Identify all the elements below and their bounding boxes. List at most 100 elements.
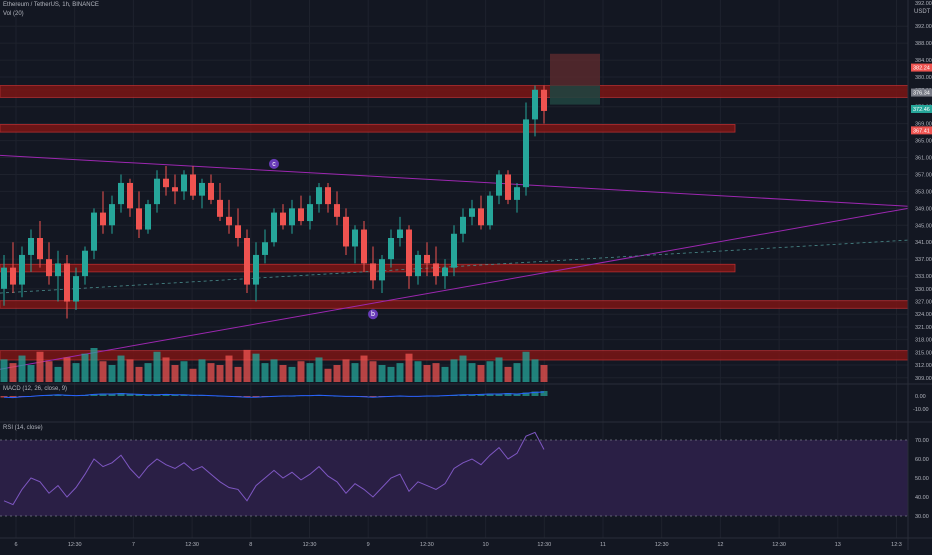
volume-bar	[495, 357, 503, 382]
candle-body	[325, 187, 331, 205]
candle-body	[208, 182, 214, 200]
volume-bar	[414, 361, 422, 382]
candle-body	[127, 182, 133, 209]
macd-histogram-bar	[522, 392, 530, 396]
volume-bar	[522, 351, 530, 382]
volume-bar	[423, 365, 431, 382]
volume-bar	[315, 357, 323, 382]
price-tick-label: 384.00	[915, 58, 932, 64]
price-tick-label: 345.00	[915, 223, 932, 229]
candle-body	[136, 208, 142, 230]
price-tick-label: 315.00	[915, 350, 932, 356]
volume-bar	[279, 365, 287, 382]
zone-4	[0, 350, 909, 361]
price-tick-label: 330.00	[915, 287, 932, 293]
zone-3	[0, 300, 909, 309]
candle-body	[280, 212, 286, 226]
volume-bar	[216, 365, 224, 382]
rsi-tick-label: 60.00	[915, 457, 929, 463]
candle-body	[352, 229, 358, 247]
volume-bar	[297, 361, 305, 382]
price-badge-label: 372.46	[913, 107, 930, 113]
trendline-dotted	[0, 239, 909, 294]
volume-bar	[396, 363, 404, 382]
symbol-title: Ethereum / TetherUS, 1h, BINANCE	[3, 2, 99, 8]
volume-bar	[477, 365, 485, 382]
volume-bar	[261, 363, 269, 382]
currency-label: USDT	[914, 9, 931, 15]
price-badge	[911, 63, 932, 72]
volume-bar	[360, 355, 368, 382]
volume-bar	[63, 357, 71, 382]
candle-body	[424, 254, 430, 264]
candle-body	[118, 182, 124, 205]
pattern-label-b: b	[371, 311, 375, 318]
price-tick-label: 349.00	[915, 206, 932, 212]
zone-2	[0, 263, 736, 273]
candle-body	[28, 238, 34, 255]
price-badge-label: 376.34	[913, 91, 930, 97]
candle-body	[109, 204, 115, 226]
volume-label: Vol (20)	[3, 11, 24, 17]
volume-bar	[45, 361, 53, 382]
price-tick-label: 318.00	[915, 338, 932, 344]
candle-body	[163, 178, 169, 188]
candle-body	[415, 254, 421, 277]
candle-body	[388, 238, 394, 260]
candle-body	[370, 263, 376, 281]
volume-bar	[72, 363, 80, 382]
candle-body	[37, 238, 43, 260]
zone-1	[0, 124, 736, 133]
price-tick-label: 365.00	[915, 139, 932, 145]
time-tick-label: 11	[600, 542, 606, 548]
macd-histogram-bar	[162, 394, 170, 396]
candle-body	[478, 208, 484, 226]
volume-bar	[513, 363, 521, 382]
candle-body	[460, 216, 466, 234]
macd-histogram-bar	[495, 393, 503, 396]
candle-body	[46, 259, 52, 277]
time-tick-label: 12:30	[420, 542, 434, 548]
volume-bar	[189, 368, 197, 382]
rsi-tick-label: 70.00	[915, 438, 929, 444]
macd-histogram-bar	[90, 394, 98, 396]
volume-bar	[531, 359, 539, 382]
candle-body	[361, 229, 367, 264]
candle-body	[217, 199, 223, 217]
volume-bar	[486, 361, 494, 382]
price-tick-label: 392.00	[915, 24, 932, 30]
time-tick-label: 9	[367, 542, 370, 548]
price-tick-label: 388.00	[915, 41, 932, 47]
candle-body	[226, 216, 232, 226]
volume-bar	[405, 353, 413, 382]
position-target-box	[550, 85, 600, 105]
volume-bar	[0, 359, 8, 382]
volume-bar	[135, 366, 143, 382]
rsi-line	[3, 431, 545, 506]
volume-bar	[171, 365, 179, 382]
pattern-label-c: c	[272, 161, 276, 168]
macd-histogram-bar	[486, 393, 494, 396]
volume-bar	[27, 365, 35, 382]
macd-histogram-bar	[99, 393, 107, 396]
volume-bar	[144, 363, 152, 382]
price-badge-label: 382.24	[913, 66, 930, 72]
position-stop-box	[550, 53, 600, 86]
candle-body	[307, 204, 313, 222]
time-tick-label: 7	[132, 542, 135, 548]
candle-body	[55, 263, 61, 277]
macd-histogram-bar	[477, 394, 485, 396]
macd-histogram-bar	[531, 391, 539, 396]
macd-line	[3, 391, 545, 399]
candle-body	[469, 208, 475, 217]
volume-bar	[153, 351, 161, 382]
volume-bar	[36, 351, 44, 382]
volume-bar	[441, 366, 449, 382]
candle-body	[541, 89, 547, 111]
macd-tick-label: 0.00	[915, 394, 926, 400]
candle-body	[271, 212, 277, 243]
volume-bar	[243, 349, 251, 382]
price-badge	[911, 126, 932, 135]
